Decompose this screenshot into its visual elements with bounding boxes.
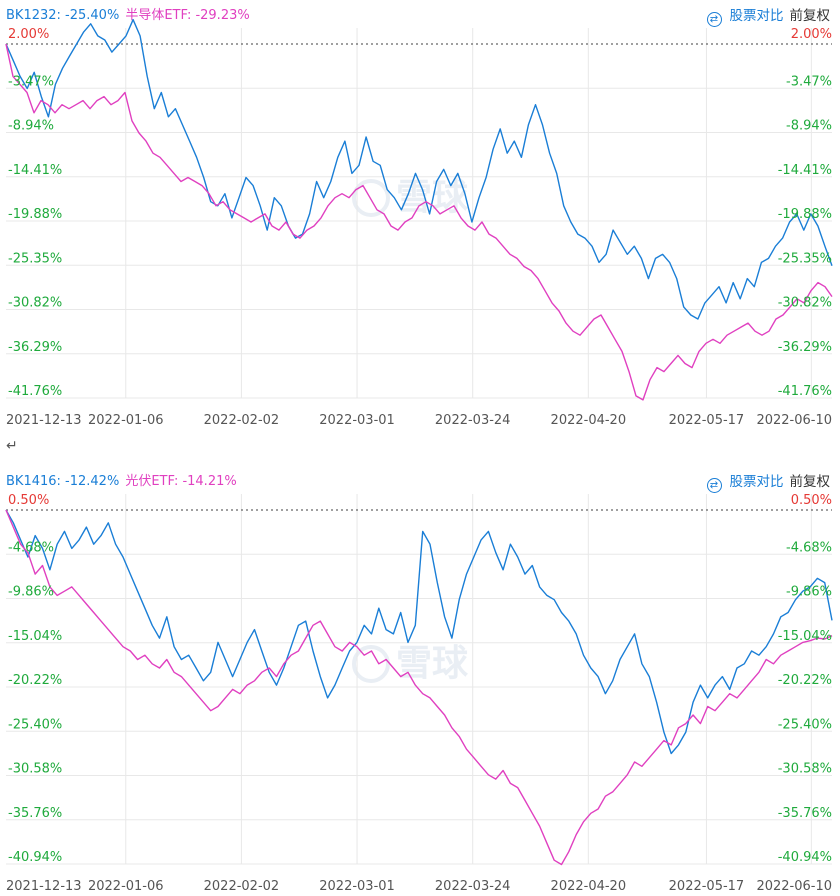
- compare-stocks-button[interactable]: 股票对比: [729, 8, 784, 24]
- x-tick-label: 2022-03-01: [319, 413, 395, 428]
- chart-panel-semiconductor: BK1232: -25.40% 半导体ETF: -29.23% ⇄ 股票对比 前复权 …: [0, 0, 840, 432]
- y-tick-label-right: -19.88%: [778, 207, 832, 222]
- y-tick-label-left: -35.76%: [8, 806, 62, 821]
- return-glyph: ↵: [6, 438, 18, 454]
- swap-icon[interactable]: ⇄: [706, 12, 722, 27]
- chart-panel-photovoltaic: BK1416: -12.42% 光伏ETF: -14.21% ⇄ 股票对比 前复权 雪…: [0, 466, 840, 896]
- line-chart: 0.50% 0.50% -4.68% -4.68% -9.86% -9.86% -15.04…: [5, 493, 833, 894]
- y-tick-label-left: -15.04%: [8, 629, 62, 644]
- y-tick-label-right: -35.76%: [778, 806, 832, 821]
- x-tick-label: 2022-06-10: [756, 413, 832, 428]
- series-line-s1: [5, 19, 833, 320]
- y-tick-label-right: -36.29%: [778, 340, 832, 355]
- x-tick-label: 2022-03-24: [435, 413, 511, 428]
- y-tick-label-left: -14.41%: [8, 163, 62, 178]
- y-tick-label-left: -30.58%: [8, 762, 62, 777]
- chart-legend: BK1232: -25.40% 半导体ETF: -29.23%: [6, 4, 250, 23]
- x-tick-label: 2022-03-24: [435, 879, 511, 894]
- legend-series-2: 光伏ETF: -14.21%: [125, 474, 237, 489]
- y-tick-label-right: -25.35%: [778, 251, 832, 266]
- y-tick-label-right: 0.50%: [791, 493, 832, 508]
- x-tick-label: 2022-01-06: [88, 413, 164, 428]
- y-tick-label-left: -9.86%: [8, 585, 54, 600]
- chart-toolbar: ⇄ 股票对比 前复权: [706, 4, 831, 27]
- legend-series-2: 半导体ETF: -29.23%: [125, 8, 250, 23]
- y-tick-label-right: -30.82%: [778, 296, 832, 311]
- y-tick-label-right: -20.22%: [778, 673, 832, 688]
- y-tick-label-right: 2.00%: [791, 27, 832, 42]
- chart-legend: BK1416: -12.42% 光伏ETF: -14.21%: [6, 470, 237, 489]
- y-tick-label-right: -41.76%: [778, 384, 832, 399]
- x-tick-label: 2022-04-20: [551, 879, 627, 894]
- x-tick-label: 2022-06-10: [756, 879, 832, 894]
- forward-adjust-button[interactable]: 前复权: [789, 474, 831, 490]
- y-tick-label-right: -30.58%: [778, 762, 832, 777]
- watermark: 雪球: [352, 168, 468, 220]
- y-tick-label-left: 2.00%: [8, 27, 49, 42]
- y-tick-label-right: -25.40%: [778, 717, 832, 732]
- y-tick-label-left: -30.82%: [8, 296, 62, 311]
- x-tick-label: 2022-03-01: [319, 879, 395, 894]
- chart-toolbar: ⇄ 股票对比 前复权: [706, 470, 831, 493]
- y-tick-label-right: -3.47%: [786, 74, 832, 89]
- forward-adjust-button[interactable]: 前复权: [789, 8, 831, 24]
- y-tick-label-right: -9.86%: [786, 585, 832, 600]
- y-tick-label-left: -25.40%: [8, 717, 62, 732]
- y-tick-label-right: -15.04%: [778, 629, 832, 644]
- series-line-s2: [5, 43, 833, 401]
- y-tick-label-left: -4.68%: [8, 540, 54, 555]
- y-tick-label-left: -40.94%: [8, 850, 62, 865]
- x-tick-label: 2022-04-20: [551, 413, 627, 428]
- x-tick-label: 2022-05-17: [669, 879, 745, 894]
- x-tick-label: 2022-01-06: [88, 879, 164, 894]
- y-tick-label-right: -4.68%: [786, 540, 832, 555]
- y-tick-label-left: -19.88%: [8, 207, 62, 222]
- x-tick-label: 2021-12-13: [6, 413, 82, 428]
- series-line-s1: [5, 509, 833, 755]
- legend-series-1: BK1416: -12.42%: [6, 474, 120, 489]
- y-tick-label-right: -8.94%: [786, 119, 832, 134]
- swap-icon[interactable]: ⇄: [706, 478, 722, 493]
- y-tick-label-left: -20.22%: [8, 673, 62, 688]
- y-tick-label-left: -8.94%: [8, 119, 54, 134]
- watermark: 雪球: [352, 634, 468, 686]
- snowball-logo-icon: [352, 645, 390, 683]
- compare-stocks-button[interactable]: 股票对比: [729, 474, 784, 490]
- x-tick-label: 2022-02-02: [204, 413, 280, 428]
- line-chart: 2.00% 2.00% -3.47% -3.47% -8.94% -8.94% -14.41…: [5, 19, 833, 428]
- y-tick-label-right: -40.94%: [778, 850, 832, 865]
- y-tick-label-left: 0.50%: [8, 493, 49, 508]
- y-tick-label-left: -25.35%: [8, 251, 62, 266]
- x-tick-label: 2022-02-02: [204, 879, 280, 894]
- y-tick-label-left: -3.47%: [8, 74, 54, 89]
- legend-series-1: BK1232: -25.40%: [6, 8, 120, 23]
- y-tick-label-left: -36.29%: [8, 340, 62, 355]
- x-tick-label: 2021-12-13: [6, 879, 82, 894]
- y-tick-label-right: -14.41%: [778, 163, 832, 178]
- y-tick-label-left: -41.76%: [8, 384, 62, 399]
- series-line-s2: [5, 509, 833, 866]
- x-tick-label: 2022-05-17: [669, 413, 745, 428]
- snowball-logo-icon: [352, 179, 390, 217]
